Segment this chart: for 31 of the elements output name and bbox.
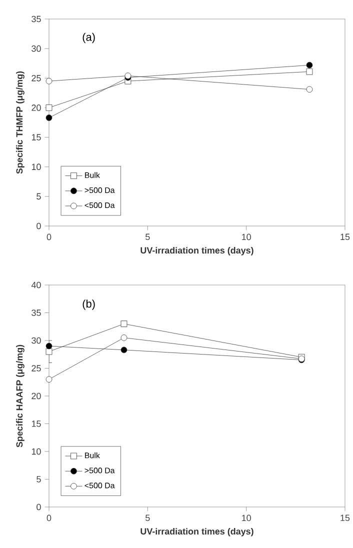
y-tick-label: 20 (32, 104, 41, 111)
y-tick-label: 10 (32, 164, 41, 170)
x-axis-title: UV-irradiation times (days) (140, 246, 254, 256)
x-tick-label: 0 (46, 234, 52, 240)
y-tick-label: 0 (36, 504, 41, 510)
annotation: (b) (82, 300, 95, 310)
x-axis-title: UV-irradiation times (days) (140, 528, 254, 536)
y-tick-label: 5 (36, 476, 41, 482)
x-tick-label: 15 (340, 514, 350, 522)
y-tick-label: 10 (32, 448, 41, 455)
y-tick-label: 15 (32, 420, 41, 427)
y-tick-label: 5 (36, 193, 41, 200)
x-tick-label: 5 (145, 234, 150, 240)
y-tick-label: 0 (36, 222, 41, 230)
y-tick-label: 20 (32, 392, 41, 400)
x-tick-label: 10 (242, 514, 251, 522)
y-tick-label: 30 (31, 337, 41, 344)
y-tick-label: 35 (31, 310, 41, 316)
y-axis-title: Specific HAAFP (μg/mg) (16, 344, 24, 448)
y-tick-label: 35 (31, 16, 41, 22)
y-tick-label: 25 (32, 74, 41, 82)
y-tick-label: 25 (32, 365, 41, 372)
annotation: (a) (82, 32, 95, 44)
y-axis-title: Specific THMFP (μg/mg) (16, 71, 24, 174)
y-tick-label: 30 (31, 45, 41, 52)
y-tick-label: 15 (32, 134, 41, 140)
x-tick-label: 0 (46, 514, 52, 522)
y-tick-label: 40 (31, 282, 41, 288)
x-tick-label: 15 (340, 234, 350, 240)
x-tick-label: 10 (242, 234, 251, 240)
x-tick-label: 5 (145, 514, 150, 522)
